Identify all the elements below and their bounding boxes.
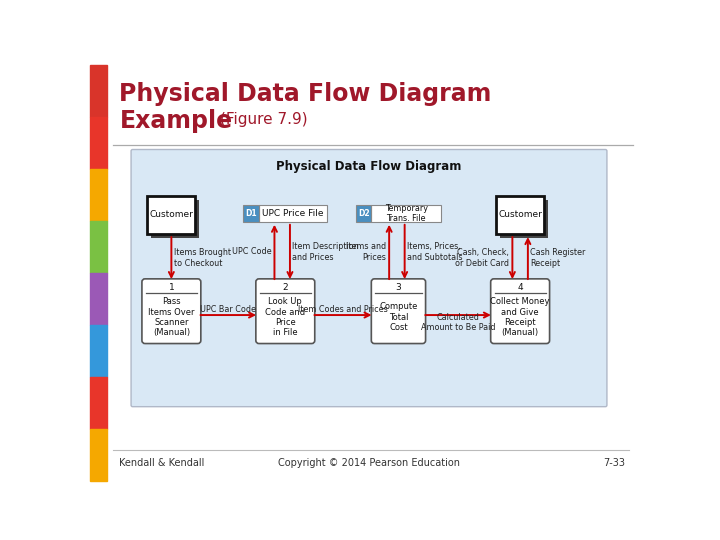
Text: 1: 1 <box>168 283 174 292</box>
Text: Kendall & Kendall: Kendall & Kendall <box>120 457 204 468</box>
Bar <box>90 429 107 481</box>
Bar <box>356 205 372 222</box>
Text: Look Up
Code and
Price
in File: Look Up Code and Price in File <box>265 297 305 338</box>
Bar <box>90 221 107 273</box>
FancyBboxPatch shape <box>256 279 315 343</box>
Bar <box>151 200 199 238</box>
Text: D1: D1 <box>246 209 257 218</box>
Bar <box>90 377 107 429</box>
Bar <box>90 117 107 169</box>
Text: 4: 4 <box>517 283 523 292</box>
FancyBboxPatch shape <box>490 279 549 343</box>
Text: UPC Code: UPC Code <box>232 247 271 256</box>
Bar <box>259 205 327 222</box>
Text: (Figure 7.9): (Figure 7.9) <box>220 112 308 127</box>
FancyBboxPatch shape <box>142 279 201 343</box>
Text: Item Codes and Prices: Item Codes and Prices <box>298 305 388 314</box>
FancyBboxPatch shape <box>131 150 607 407</box>
Text: D2: D2 <box>358 209 369 218</box>
Bar <box>500 200 548 238</box>
Bar <box>90 325 107 377</box>
Text: Items and
Prices: Items and Prices <box>346 242 386 261</box>
Text: Cash Register
Receipt: Cash Register Receipt <box>530 248 585 268</box>
Text: UPC Bar Code: UPC Bar Code <box>200 305 256 314</box>
Text: Items Brought
to Checkout: Items Brought to Checkout <box>174 248 231 268</box>
Text: Customer: Customer <box>150 211 193 219</box>
Text: Example: Example <box>120 110 233 133</box>
Text: UPC Price File: UPC Price File <box>262 209 324 218</box>
Bar <box>148 195 195 234</box>
Bar <box>496 195 544 234</box>
Text: 3: 3 <box>395 283 401 292</box>
Text: Collect Money
and Give
Receipt
(Manual): Collect Money and Give Receipt (Manual) <box>490 297 550 338</box>
Text: Items, Prices,
and Subtotals: Items, Prices, and Subtotals <box>407 242 462 261</box>
Text: Item Description
and Prices: Item Description and Prices <box>292 242 359 261</box>
Bar <box>90 168 107 221</box>
Text: Customer: Customer <box>498 211 542 219</box>
Bar <box>90 273 107 325</box>
Text: 2: 2 <box>282 283 288 292</box>
FancyBboxPatch shape <box>372 279 426 343</box>
Bar <box>372 205 441 222</box>
Bar <box>90 65 107 117</box>
Text: Temporary
Trans. File: Temporary Trans. File <box>384 204 428 223</box>
Text: Cash, Check,
or Debit Card: Cash, Check, or Debit Card <box>455 248 509 268</box>
Text: Copyright © 2014 Pearson Education: Copyright © 2014 Pearson Education <box>278 457 460 468</box>
Text: Physical Data Flow Diagram: Physical Data Flow Diagram <box>120 82 492 106</box>
Text: Calculated
Amount to Be Paid: Calculated Amount to Be Paid <box>421 313 495 333</box>
Text: Pass
Items Over
Scanner
(Manual): Pass Items Over Scanner (Manual) <box>148 297 194 338</box>
Text: Physical Data Flow Diagram: Physical Data Flow Diagram <box>276 160 462 173</box>
Bar <box>243 205 259 222</box>
Text: Compute
Total
Cost: Compute Total Cost <box>379 302 418 332</box>
Text: 7-33: 7-33 <box>603 457 625 468</box>
